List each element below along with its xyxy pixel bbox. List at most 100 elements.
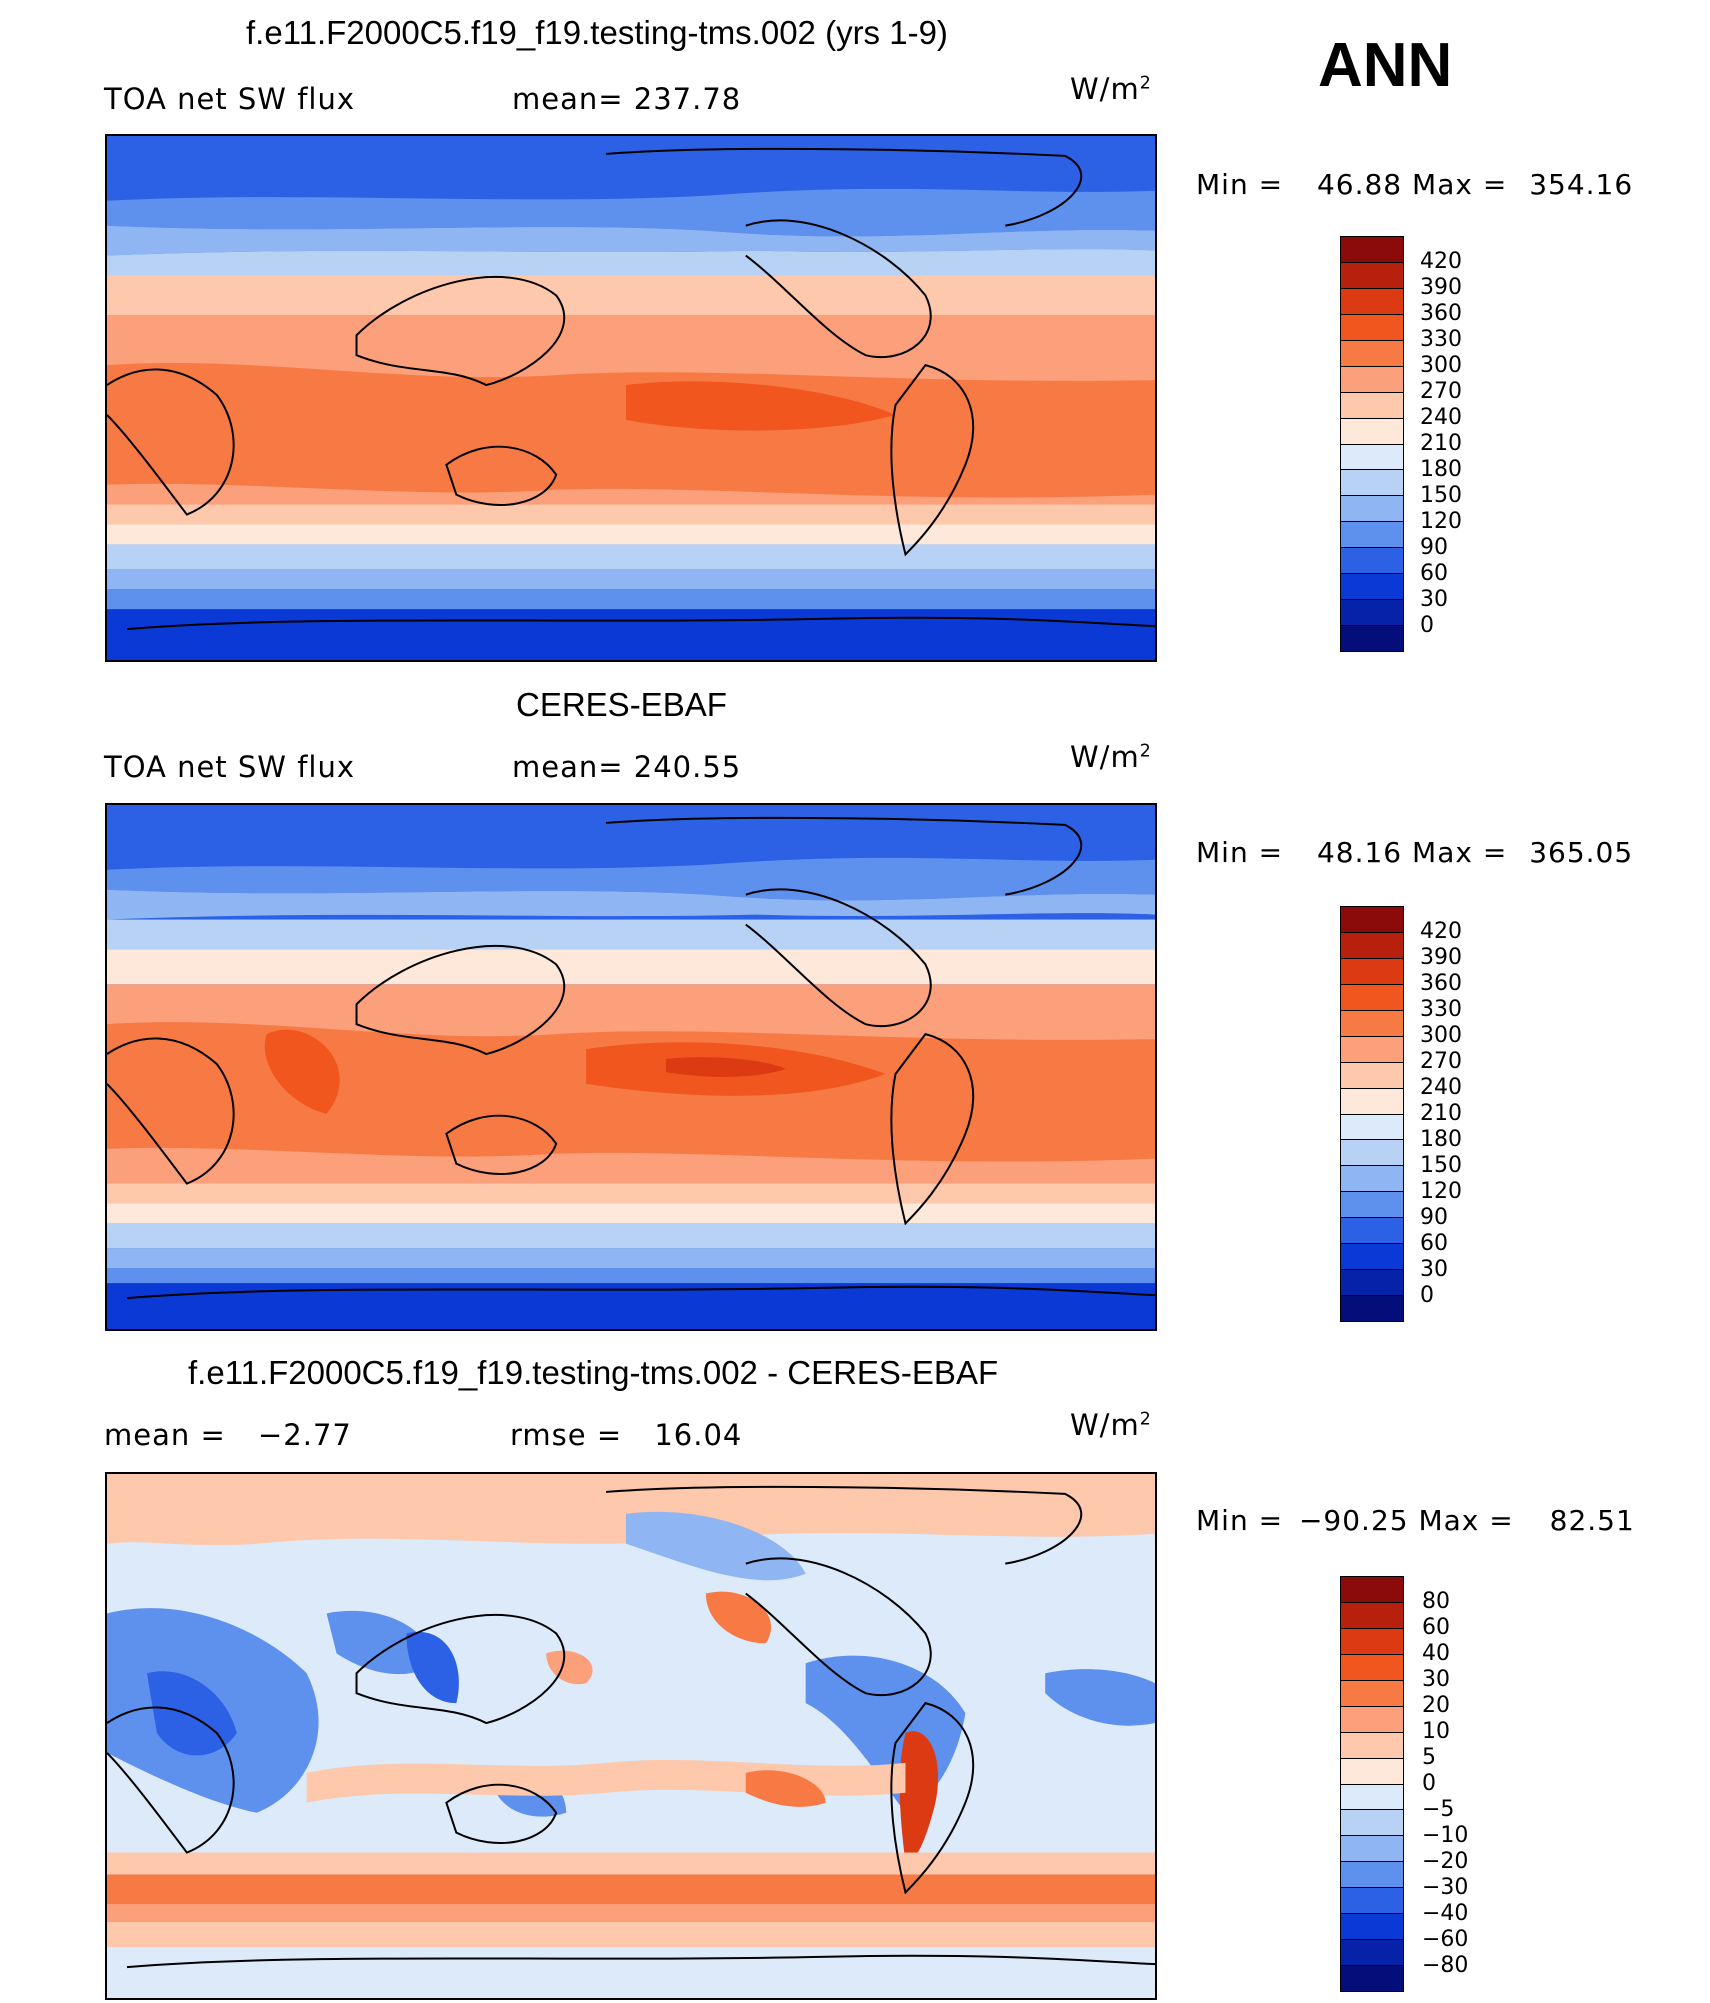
colorbar-tick-label: 0 bbox=[1422, 1771, 1436, 1796]
panel-1-minmax: Min = 46.88 Max = 354.16 bbox=[1196, 168, 1633, 201]
colorbar-swatch bbox=[1341, 1654, 1403, 1681]
colorbar-tick-label: −30 bbox=[1422, 1875, 1469, 1900]
colorbar-tick-label: 390 bbox=[1420, 275, 1462, 300]
colorbar-swatch bbox=[1341, 1888, 1403, 1915]
colorbar-tick-label: 20 bbox=[1422, 1693, 1450, 1718]
panel-1-mean-value: 237.78 bbox=[633, 82, 742, 116]
panel-2-min-value: 48.16 bbox=[1316, 836, 1403, 869]
colorbar-tick-label: 90 bbox=[1420, 535, 1448, 560]
colorbar-swatch bbox=[1341, 1270, 1403, 1297]
panel-2-units-base: W/m bbox=[1070, 740, 1140, 774]
colorbar-tick-label: −40 bbox=[1422, 1901, 1469, 1926]
colorbar-swatch bbox=[1341, 1940, 1403, 1967]
colorbar-swatch bbox=[1341, 1758, 1403, 1785]
colorbar-tick-label: −60 bbox=[1422, 1927, 1469, 1952]
colorbar-swatch bbox=[1341, 522, 1403, 549]
colorbar-tick-label: 5 bbox=[1422, 1745, 1436, 1770]
panel-1-title: f.e11.F2000C5.f19_f19.testing-tms.002 (y… bbox=[246, 14, 948, 51]
panel-3-mean-label: mean = bbox=[104, 1418, 226, 1452]
panel-3-max-label: Max = bbox=[1418, 1504, 1514, 1537]
colorbar-tick-label: 180 bbox=[1420, 1127, 1462, 1152]
panel-3-title: f.e11.F2000C5.f19_f19.testing-tms.002 - … bbox=[188, 1354, 999, 1391]
panel-2-max-label: Max = bbox=[1412, 836, 1508, 869]
panel-1-min-label: Min = bbox=[1196, 168, 1284, 201]
colorbar-swatch bbox=[1341, 1244, 1403, 1271]
colorbar-tick-label: 360 bbox=[1420, 301, 1462, 326]
colorbar-swatch bbox=[1341, 1296, 1403, 1321]
colorbar-swatch bbox=[1341, 1114, 1403, 1141]
colorbar-tick-label: 210 bbox=[1420, 431, 1462, 456]
colorbar-swatch bbox=[1341, 1192, 1403, 1219]
panel-1-units-sup: 2 bbox=[1139, 73, 1152, 94]
panel-3-minmax: Min = −90.25 Max = 82.51 bbox=[1196, 1504, 1635, 1537]
colorbar-swatch bbox=[1341, 1914, 1403, 1941]
colorbar-swatch bbox=[1341, 958, 1403, 985]
colorbar-swatch bbox=[1341, 1862, 1403, 1889]
colorbar-tick-label: 300 bbox=[1420, 353, 1462, 378]
colorbar-swatch bbox=[1341, 1010, 1403, 1037]
panel-1-mean-label: mean= bbox=[512, 82, 624, 116]
colorbar-swatch bbox=[1341, 392, 1403, 419]
colorbar-tick-label: 330 bbox=[1420, 997, 1462, 1022]
panel-1-min-value: 46.88 bbox=[1316, 168, 1403, 201]
colorbar-tick-label: 360 bbox=[1420, 971, 1462, 996]
panel-2-min-label: Min = bbox=[1196, 836, 1284, 869]
colorbar-swatch bbox=[1341, 470, 1403, 497]
colorbar-tick-label: 270 bbox=[1420, 1049, 1462, 1074]
colorbar-tick-label: 150 bbox=[1420, 483, 1462, 508]
colorbar-tick-label: 30 bbox=[1420, 587, 1448, 612]
panel-3-rmse-value: 16.04 bbox=[654, 1418, 743, 1452]
season-label: ANN bbox=[1318, 31, 1453, 100]
colorbar-swatch bbox=[1341, 340, 1403, 367]
panel-3-mean-value: −2.77 bbox=[257, 1418, 352, 1452]
panel-3-rmse: rmse = 16.04 bbox=[510, 1418, 742, 1452]
colorbar-tick-label: 80 bbox=[1422, 1589, 1450, 1614]
panel-2-variable-label: TOA net SW flux bbox=[104, 750, 356, 784]
colorbar-swatch bbox=[1341, 1706, 1403, 1733]
colorbar-swatch bbox=[1341, 1680, 1403, 1707]
colorbar-swatch bbox=[1341, 1732, 1403, 1759]
panel-2-units-sup: 2 bbox=[1139, 741, 1152, 762]
colorbar-swatch bbox=[1341, 1140, 1403, 1167]
colorbar-swatch bbox=[1341, 1628, 1403, 1655]
colorbar-tick-label: 240 bbox=[1420, 1075, 1462, 1100]
colorbar-swatch bbox=[1341, 1218, 1403, 1245]
colorbar-swatch bbox=[1341, 1810, 1403, 1837]
colorbar-swatch bbox=[1341, 1784, 1403, 1811]
panel-1-units: W/m2 bbox=[1070, 72, 1152, 106]
colorbar-swatch bbox=[1341, 600, 1403, 627]
colorbar-swatch bbox=[1341, 314, 1403, 341]
colorbar-tick-label: −20 bbox=[1422, 1849, 1469, 1874]
colorbar-tick-label: 0 bbox=[1420, 613, 1434, 638]
panel-3-mean: mean = −2.77 bbox=[104, 1418, 352, 1452]
colorbar-tick-label: 180 bbox=[1420, 457, 1462, 482]
colorbar-tick-label: −5 bbox=[1422, 1797, 1455, 1822]
colorbar-swatch bbox=[1341, 984, 1403, 1011]
panel-3-max-value: 82.51 bbox=[1549, 1504, 1635, 1537]
colorbar-swatch bbox=[1341, 418, 1403, 445]
colorbar-tick-label: 30 bbox=[1422, 1667, 1450, 1692]
panel-2-max-value: 365.05 bbox=[1529, 836, 1634, 869]
colorbar-tick-label: 60 bbox=[1420, 1231, 1448, 1256]
colorbar-tick-label: −80 bbox=[1422, 1953, 1469, 1978]
colorbar-tick-label: 10 bbox=[1422, 1719, 1450, 1744]
colorbar-tick-label: −10 bbox=[1422, 1823, 1469, 1848]
panel-3-min-value: −90.25 bbox=[1298, 1504, 1409, 1537]
colorbar-swatch bbox=[1341, 932, 1403, 959]
colorbar-swatch bbox=[1341, 1602, 1403, 1629]
colorbar-tick-label: 210 bbox=[1420, 1101, 1462, 1126]
colorbar-swatch bbox=[1341, 626, 1403, 651]
colorbar-tick-label: 90 bbox=[1420, 1205, 1448, 1230]
colorbar-swatch bbox=[1341, 496, 1403, 523]
panel-2-mean-value: 240.55 bbox=[633, 750, 742, 784]
panel-1-mean: mean= 237.78 bbox=[512, 82, 741, 116]
colorbar-swatch bbox=[1341, 574, 1403, 601]
panel-2-mean: mean= 240.55 bbox=[512, 750, 741, 784]
panel-3-units-base: W/m bbox=[1070, 1408, 1140, 1442]
panel-3-rmse-label: rmse = bbox=[510, 1418, 623, 1452]
colorbar-tick-label: 300 bbox=[1420, 1023, 1462, 1048]
colorbar-swatch bbox=[1341, 1088, 1403, 1115]
colorbar-tick-label: 30 bbox=[1420, 1257, 1448, 1282]
panel-2-map bbox=[105, 803, 1157, 1331]
panel-1-max-value: 354.16 bbox=[1529, 168, 1634, 201]
